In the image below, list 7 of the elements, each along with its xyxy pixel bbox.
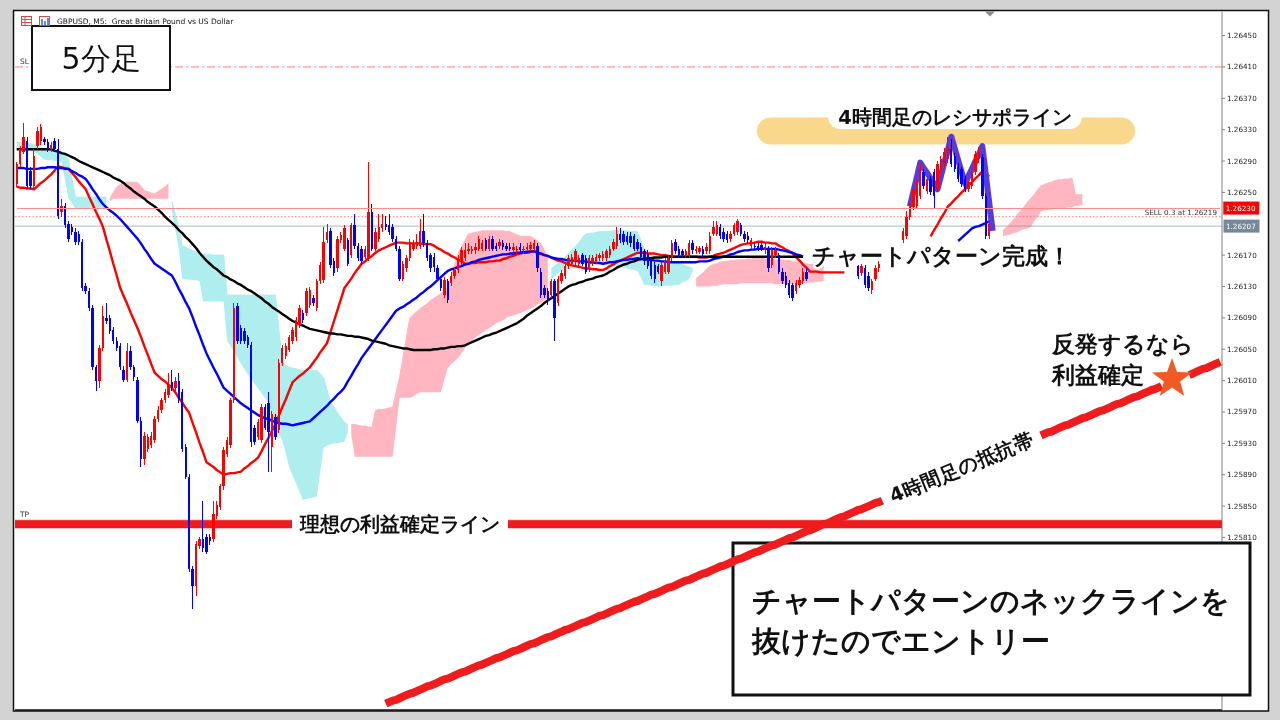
annotation: 反発するなら利益確定 bbox=[1051, 331, 1194, 388]
annotation: 5分足 bbox=[61, 40, 141, 76]
text: 4時間足の抵抗帯 bbox=[886, 428, 1037, 508]
annotation: チャートパターンのネックラインを抜けたのでエントリー bbox=[751, 584, 1230, 658]
ref-line-label: 理想の利益確定ライン bbox=[299, 512, 500, 536]
annotation: チャートパターン完成！ bbox=[812, 243, 1071, 269]
annotation: 4時間足のレシサポライン bbox=[838, 105, 1072, 129]
